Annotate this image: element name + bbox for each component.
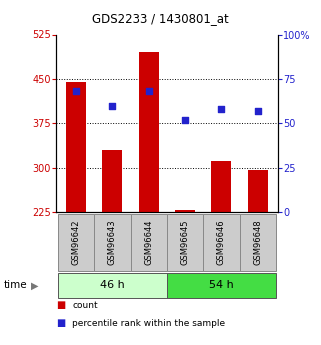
Bar — [212, 161, 231, 212]
Text: ■: ■ — [56, 300, 65, 310]
Text: GSM96642: GSM96642 — [72, 220, 81, 265]
Text: ▶: ▶ — [30, 280, 38, 290]
Text: count: count — [72, 301, 98, 310]
Bar — [248, 169, 268, 212]
Text: GSM96645: GSM96645 — [181, 220, 190, 265]
Point — [183, 117, 188, 122]
Bar — [175, 210, 195, 212]
Text: ■: ■ — [56, 318, 65, 328]
Text: 54 h: 54 h — [209, 280, 234, 290]
Point — [219, 106, 224, 112]
Bar — [167, 273, 276, 298]
Text: GSM96643: GSM96643 — [108, 219, 117, 265]
Bar — [102, 150, 122, 212]
Bar — [58, 273, 167, 298]
Text: time: time — [3, 280, 27, 290]
Bar — [131, 214, 167, 271]
Text: GSM96646: GSM96646 — [217, 219, 226, 265]
Bar — [139, 52, 159, 212]
Bar — [58, 214, 94, 271]
Point — [255, 108, 260, 114]
Point — [146, 89, 151, 94]
Text: GDS2233 / 1430801_at: GDS2233 / 1430801_at — [92, 12, 229, 26]
Bar — [239, 214, 276, 271]
Bar — [66, 82, 86, 212]
Text: GSM96648: GSM96648 — [253, 219, 262, 265]
Text: percentile rank within the sample: percentile rank within the sample — [72, 319, 225, 328]
Point — [74, 89, 79, 94]
Bar — [94, 214, 131, 271]
Text: GSM96644: GSM96644 — [144, 220, 153, 265]
Bar — [167, 214, 203, 271]
Text: 46 h: 46 h — [100, 280, 125, 290]
Bar — [203, 214, 239, 271]
Point — [110, 103, 115, 108]
